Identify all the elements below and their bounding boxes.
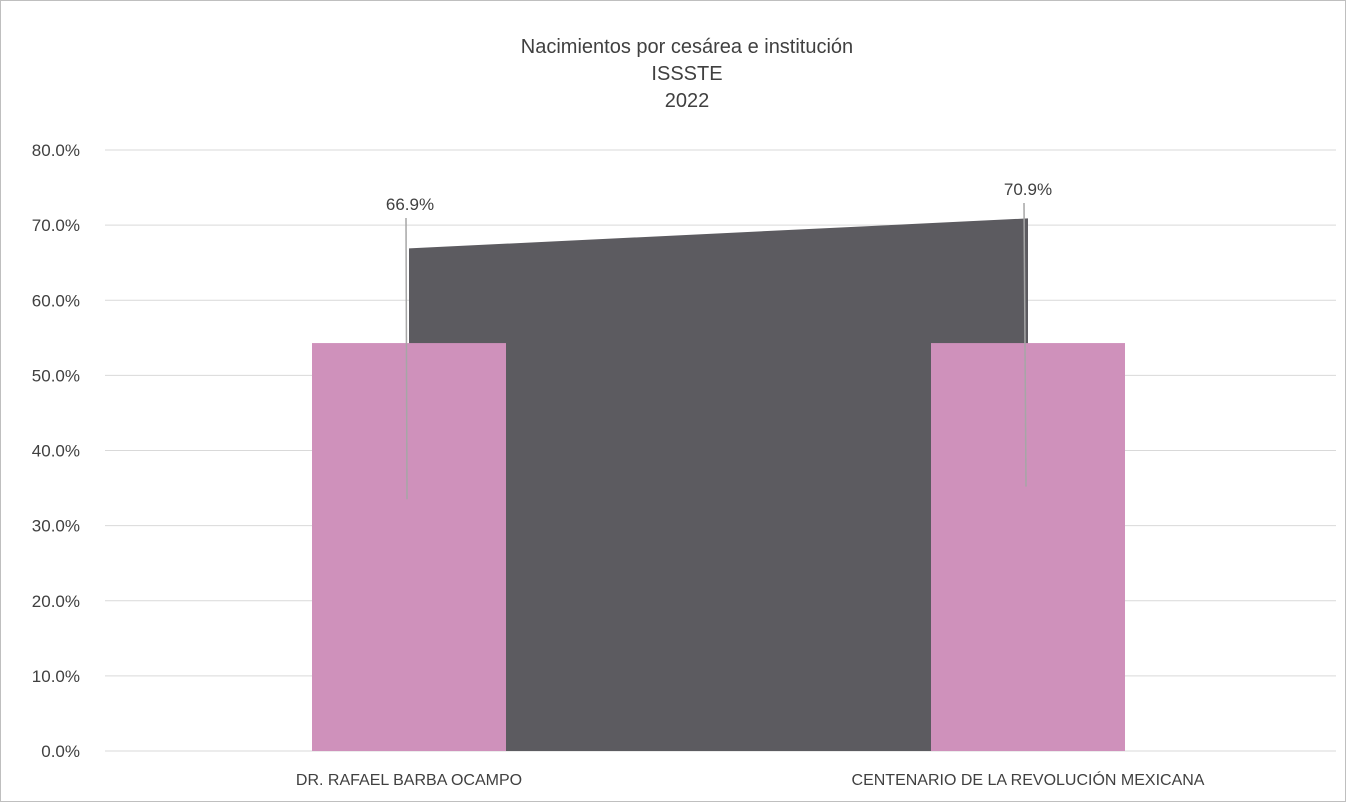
y-tick-label: 20.0% <box>32 592 80 611</box>
y-tick-label: 50.0% <box>32 366 80 385</box>
y-tick-label: 40.0% <box>32 442 80 461</box>
chart-title: Nacimientos por cesárea e institución IS… <box>521 36 853 112</box>
chart-title-line-2: ISSSTE <box>651 63 722 85</box>
y-tick-label: 30.0% <box>32 517 80 536</box>
y-axis-tick-labels: 0.0% 10.0% 20.0% 30.0% 40.0% 50.0% 60.0% 70.0% 8… <box>32 141 80 761</box>
x-category-label: DR. RAFAEL BARBA OCAMPO <box>296 772 522 789</box>
x-axis-category-labels: DR. RAFAEL BARBA OCAMPO CENTENARIO DE LA … <box>296 770 1205 789</box>
bar <box>931 343 1125 751</box>
data-labels: 66.9% 70.9% <box>386 180 1052 214</box>
y-tick-label: 60.0% <box>32 291 80 310</box>
area-series <box>409 218 1028 751</box>
bar-series <box>312 343 1125 751</box>
chart-title-line-1: Nacimientos por cesárea e institución <box>521 36 853 58</box>
leader-line <box>405 217 408 500</box>
y-tick-label: 70.0% <box>32 216 80 235</box>
y-tick-label: 10.0% <box>32 667 80 686</box>
y-tick-label: 0.0% <box>41 742 80 761</box>
data-label: 70.9% <box>1004 180 1052 199</box>
chart-title-line-3: 2022 <box>665 90 710 112</box>
data-label: 66.9% <box>386 195 434 214</box>
y-tick-label: 80.0% <box>32 141 80 160</box>
area-shape <box>409 218 1028 751</box>
data-label-leader-lines <box>405 202 1027 500</box>
leader-line <box>1023 202 1027 487</box>
bar <box>312 343 506 751</box>
x-category-label: CENTENARIO DE LA REVOLUCIÓN MEXICANA <box>852 770 1205 789</box>
